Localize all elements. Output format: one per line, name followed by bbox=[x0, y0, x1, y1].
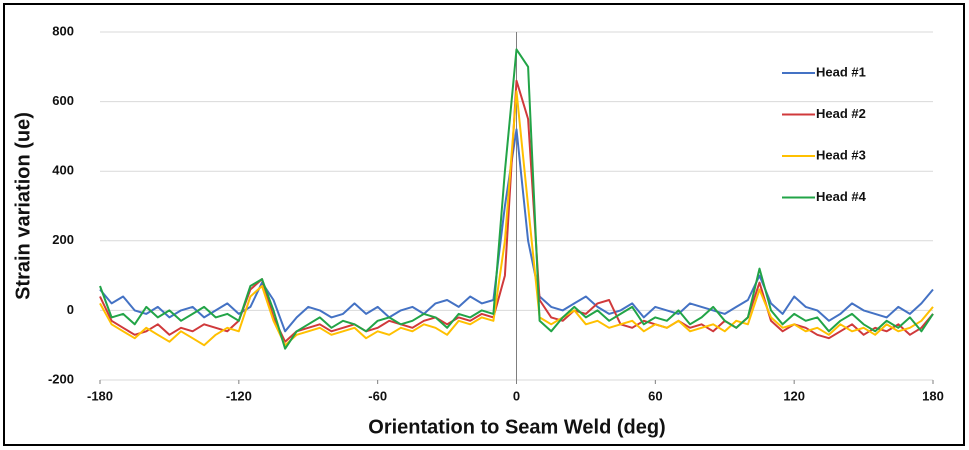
series-line bbox=[99, 90, 934, 347]
series-line bbox=[99, 128, 934, 333]
y-tick-label: 600 bbox=[52, 93, 74, 108]
y-tick-label: 800 bbox=[52, 23, 74, 38]
series-line bbox=[99, 48, 934, 350]
y-tick-label: -200 bbox=[48, 371, 74, 386]
x-axis-label: Orientation to Seam Weld (deg) bbox=[368, 416, 665, 438]
y-axis-label: Strain variation (ue) bbox=[12, 112, 34, 300]
x-tick-label: -120 bbox=[226, 388, 252, 403]
frame bbox=[3, 3, 965, 446]
x-tick-label: -60 bbox=[368, 388, 387, 403]
x-tick-label: 120 bbox=[783, 388, 805, 403]
legend-label: Head #2 bbox=[816, 106, 866, 121]
y-tick-label: 200 bbox=[52, 232, 74, 247]
x-tick-label: 60 bbox=[648, 388, 662, 403]
legend-label: Head #3 bbox=[816, 147, 866, 162]
y-tick-label: 400 bbox=[52, 163, 74, 178]
legend-label: Head #1 bbox=[816, 64, 866, 79]
legend-label: Head #4 bbox=[816, 189, 867, 204]
x-tick-label: 180 bbox=[922, 388, 944, 403]
x-tick-label: 0 bbox=[513, 388, 520, 403]
x-tick-label: -180 bbox=[87, 388, 113, 403]
y-tick-label: 0 bbox=[67, 302, 74, 317]
